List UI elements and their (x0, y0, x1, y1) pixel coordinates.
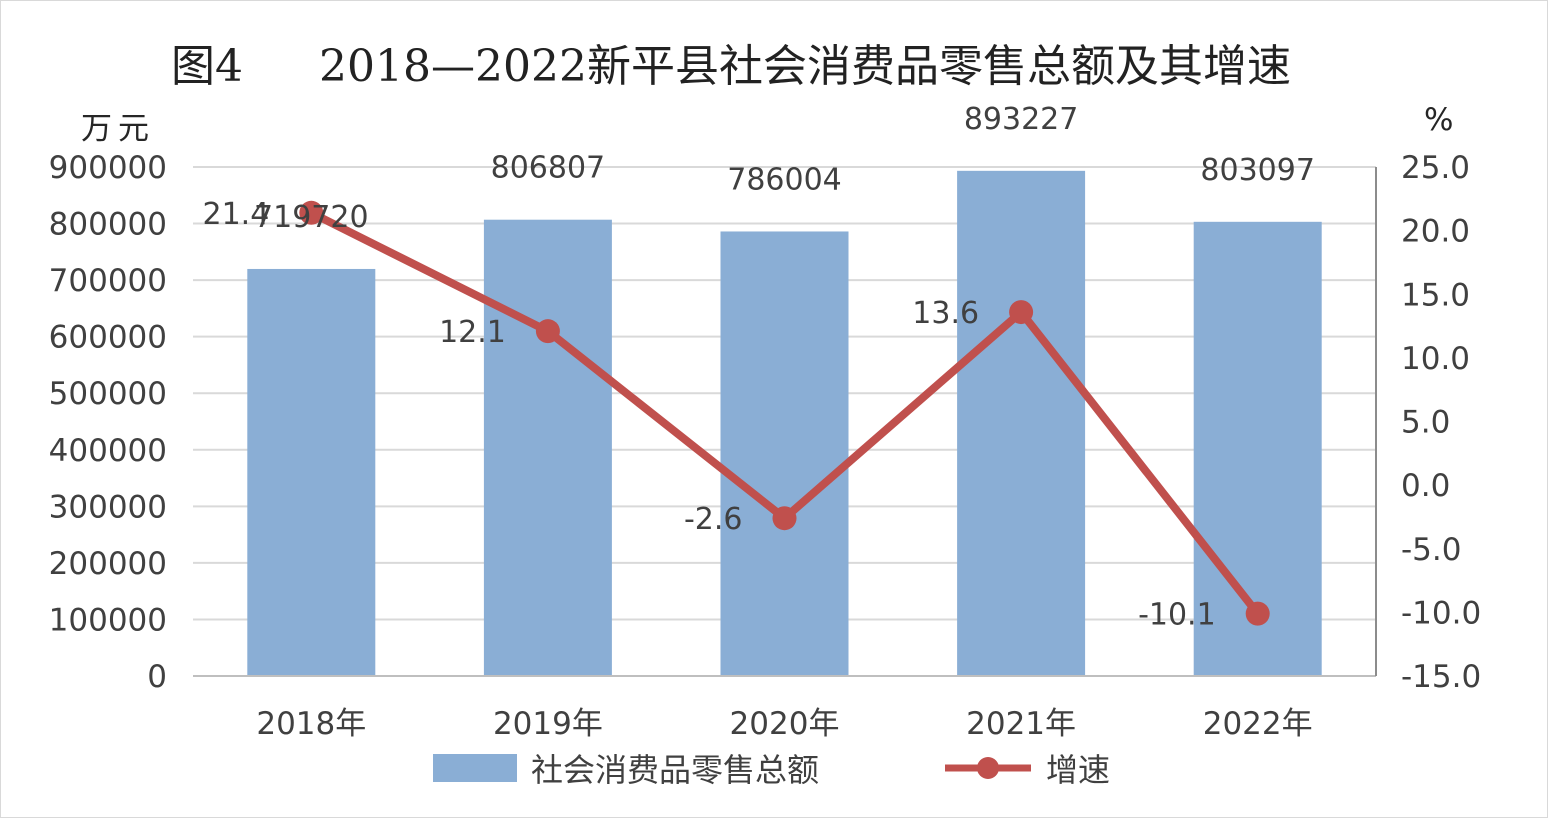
right-axis-unit: % (1424, 102, 1453, 138)
growth-value-label: -10.1 (1138, 598, 1216, 633)
left-axis-unit: 万元 (81, 111, 155, 147)
x-axis-category-label: 2019年 (493, 706, 603, 742)
bar (720, 231, 849, 676)
axes: 0 100000 200000 300000 400000 500000 600000 700… (49, 150, 1482, 742)
right-axis-tick-label: 15.0 (1401, 277, 1470, 313)
growth-point (772, 506, 797, 531)
bar (483, 219, 612, 677)
left-axis-tick-label: 0 (147, 659, 167, 695)
left-axis-tick-label: 100000 (49, 602, 167, 638)
left-axis-tick-label: 800000 (49, 207, 167, 243)
bar-value-label: 719720 (254, 200, 369, 235)
right-axis-tick-label: 10.0 (1401, 341, 1470, 377)
bar-value-label: 803097 (1200, 153, 1315, 188)
bar-value-label: 893227 (964, 102, 1079, 137)
legend: 社会消费品零售总额 增速 (433, 751, 1110, 789)
left-axis-tick-label: 300000 (49, 489, 167, 525)
bar-value-label: 786004 (727, 162, 842, 197)
bar-series (247, 170, 1322, 677)
left-axis-tick-label: 600000 (49, 320, 167, 356)
bar (1193, 221, 1322, 677)
chart-title: 2018—2022新平县社会消费品零售总额及其增速 (319, 41, 1291, 92)
bar (247, 268, 376, 676)
right-axis-tick-label: 25.0 (1401, 150, 1470, 186)
chart-title-prefix: 图4 (171, 41, 243, 92)
growth-value-label: 21.4 (203, 197, 270, 232)
legend-bar-swatch (433, 754, 517, 782)
x-axis-category-label: 2022年 (1203, 706, 1313, 742)
left-axis-tick-label: 900000 (49, 150, 167, 186)
left-axis-tick-label: 700000 (49, 263, 167, 299)
legend-bar-label: 社会消费品零售总额 (531, 751, 819, 789)
left-axis-tick-label: 400000 (49, 433, 167, 469)
growth-point (1245, 601, 1270, 626)
legend-line-label: 增速 (1046, 751, 1110, 789)
data-labels: 719720 806807 786004 893227 803097 21.4 12.1 -2… (203, 102, 1315, 633)
left-axis-tick-label: 500000 (49, 376, 167, 412)
legend-line-marker (977, 757, 999, 779)
growth-point (299, 200, 324, 225)
right-axis-tick-label: 0.0 (1401, 468, 1450, 504)
bar (957, 170, 1086, 676)
right-axis-tick-label: -15.0 (1401, 659, 1481, 695)
growth-point (1009, 300, 1034, 325)
right-axis-tick-label: 20.0 (1401, 214, 1470, 250)
right-axis-tick-label: -10.0 (1401, 595, 1481, 631)
right-axis-tick-label: 5.0 (1401, 405, 1450, 441)
growth-value-label: -2.6 (684, 502, 743, 537)
growth-point (535, 319, 560, 344)
right-axis-tick-label: -5.0 (1401, 532, 1462, 568)
x-axis-category-label: 2018年 (256, 706, 366, 742)
line-series (299, 200, 1270, 626)
left-axis-tick-label: 200000 (49, 546, 167, 582)
growth-value-label: 13.6 (912, 296, 979, 331)
x-axis-category-label: 2020年 (730, 706, 840, 742)
x-axis-category-label: 2021年 (966, 706, 1076, 742)
bar-value-label: 806807 (491, 151, 606, 186)
growth-value-label: 12.1 (439, 315, 506, 350)
